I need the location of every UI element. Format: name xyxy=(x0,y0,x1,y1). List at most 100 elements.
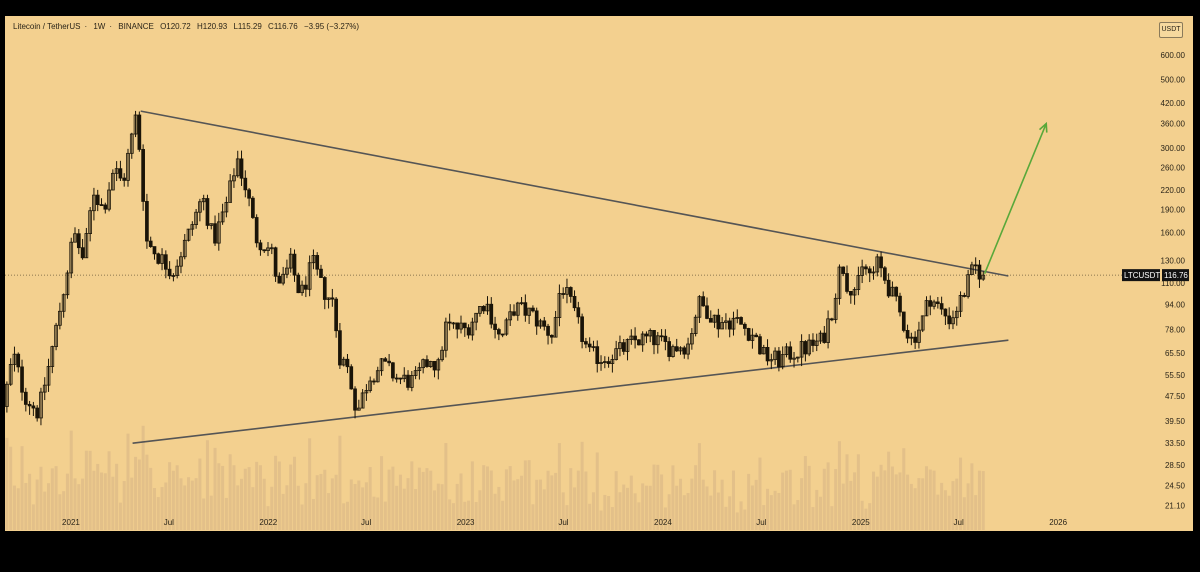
currency-selector-button[interactable]: USDT xyxy=(1159,22,1183,38)
volume-bar xyxy=(482,465,486,530)
volume-bar xyxy=(845,454,849,530)
volume-bar xyxy=(762,505,766,530)
candle-up xyxy=(519,302,524,305)
candle-down xyxy=(353,388,357,411)
symbol-name[interactable]: Litecoin / TetherUS xyxy=(13,22,81,31)
candle-down xyxy=(137,114,142,150)
candle-up xyxy=(625,339,630,352)
price-tag-symbol-bg xyxy=(1122,269,1160,282)
candle-down xyxy=(493,323,497,330)
price-axis: 600.00 500.00 420.00 360.00 300.00 260.00 220.… xyxy=(1161,51,1186,511)
volume-bar xyxy=(285,485,289,530)
volume-bar xyxy=(436,483,440,530)
volume-bar xyxy=(754,479,758,530)
volume-bar xyxy=(448,499,452,530)
volume-bar xyxy=(629,475,633,530)
y-tick-label: 130.00 xyxy=(1161,257,1186,266)
candle-up xyxy=(375,370,380,383)
candle-up xyxy=(190,224,195,230)
volume-bar xyxy=(909,483,913,530)
candle-up xyxy=(413,370,418,376)
x-tick-label: Jul xyxy=(558,518,568,527)
candle-up xyxy=(409,375,414,388)
candle-down xyxy=(292,253,297,276)
price-chart-svg[interactable]: 600.00 500.00 420.00 360.00 300.00 260.00 220.… xyxy=(5,16,1193,531)
candle-down xyxy=(35,407,40,419)
volume-bar xyxy=(179,478,183,530)
volume-bar xyxy=(455,483,459,530)
candle-up xyxy=(133,114,138,135)
candle-down xyxy=(319,268,323,278)
volume-bar xyxy=(913,488,917,530)
candle-down xyxy=(243,177,248,191)
candle-down xyxy=(163,254,168,270)
volume-bar xyxy=(860,500,864,530)
chart-panel[interactable]: Litecoin / TetherUS · 1W · BINANCE O120.72… xyxy=(5,16,1193,531)
y-tick-label: 55.50 xyxy=(1165,371,1186,380)
volume-bar xyxy=(501,500,505,530)
volume-bar xyxy=(281,493,285,530)
volume-bar xyxy=(644,485,648,530)
volume-bar xyxy=(981,471,985,530)
volume-bar xyxy=(883,470,887,530)
candle-down xyxy=(99,204,104,207)
volume-bar xyxy=(557,443,561,530)
volume-bar xyxy=(599,510,603,530)
volume-bar xyxy=(50,468,54,530)
candle-up xyxy=(307,262,312,290)
candle-down xyxy=(754,334,759,338)
y-tick-label: 65.50 xyxy=(1165,349,1186,358)
volume-bar xyxy=(686,493,690,530)
ohlc-low: L115.29 xyxy=(233,22,262,31)
volume-bar xyxy=(803,456,807,530)
candle-down xyxy=(383,358,388,362)
volume-bar xyxy=(523,460,527,530)
candle-up xyxy=(799,341,804,358)
volume-bar xyxy=(743,509,747,530)
volume-bar xyxy=(277,461,281,530)
y-tick-label: 420.00 xyxy=(1161,99,1186,108)
candle-down xyxy=(497,329,501,335)
y-tick-label: 24.50 xyxy=(1165,481,1186,490)
volume-bar xyxy=(713,470,717,530)
candle-up xyxy=(39,391,43,419)
candle-up xyxy=(417,367,422,372)
candle-up xyxy=(553,317,558,338)
volume-bar xyxy=(569,468,573,530)
volume-bar xyxy=(54,466,58,530)
volume-bar xyxy=(750,485,754,530)
volume-bar xyxy=(531,504,535,530)
interval-label[interactable]: 1W xyxy=(93,22,106,31)
volume-bar xyxy=(542,489,546,530)
x-tick-label: Jul xyxy=(954,518,964,527)
volume-bar xyxy=(187,477,191,530)
candle-up xyxy=(860,266,864,276)
volume-bar xyxy=(796,500,800,530)
volume-bar xyxy=(652,464,656,530)
candle-down xyxy=(739,317,743,325)
candle-up xyxy=(114,168,119,174)
volume-bar xyxy=(451,503,455,530)
candle-up xyxy=(807,339,812,355)
volume-bar xyxy=(103,473,107,530)
projection-arrow-head xyxy=(1038,121,1048,133)
candle-down xyxy=(550,334,554,338)
candle-down xyxy=(811,339,815,346)
candle-up xyxy=(474,312,478,323)
candle-down xyxy=(743,323,747,329)
candle-up xyxy=(126,152,130,181)
candle-up xyxy=(909,336,914,339)
volume-bar xyxy=(758,457,762,530)
candle-down xyxy=(122,177,127,181)
candle-up xyxy=(228,180,233,203)
volume-bar xyxy=(171,470,175,530)
candle-down xyxy=(848,291,853,296)
x-tick-label: Jul xyxy=(756,518,766,527)
candle-up xyxy=(368,380,373,391)
volume-layer xyxy=(5,425,985,530)
volume-bar xyxy=(766,488,770,530)
candle-up xyxy=(160,254,164,264)
volume-bar xyxy=(951,481,955,530)
volume-bar xyxy=(955,478,959,530)
volume-bar xyxy=(902,448,906,530)
